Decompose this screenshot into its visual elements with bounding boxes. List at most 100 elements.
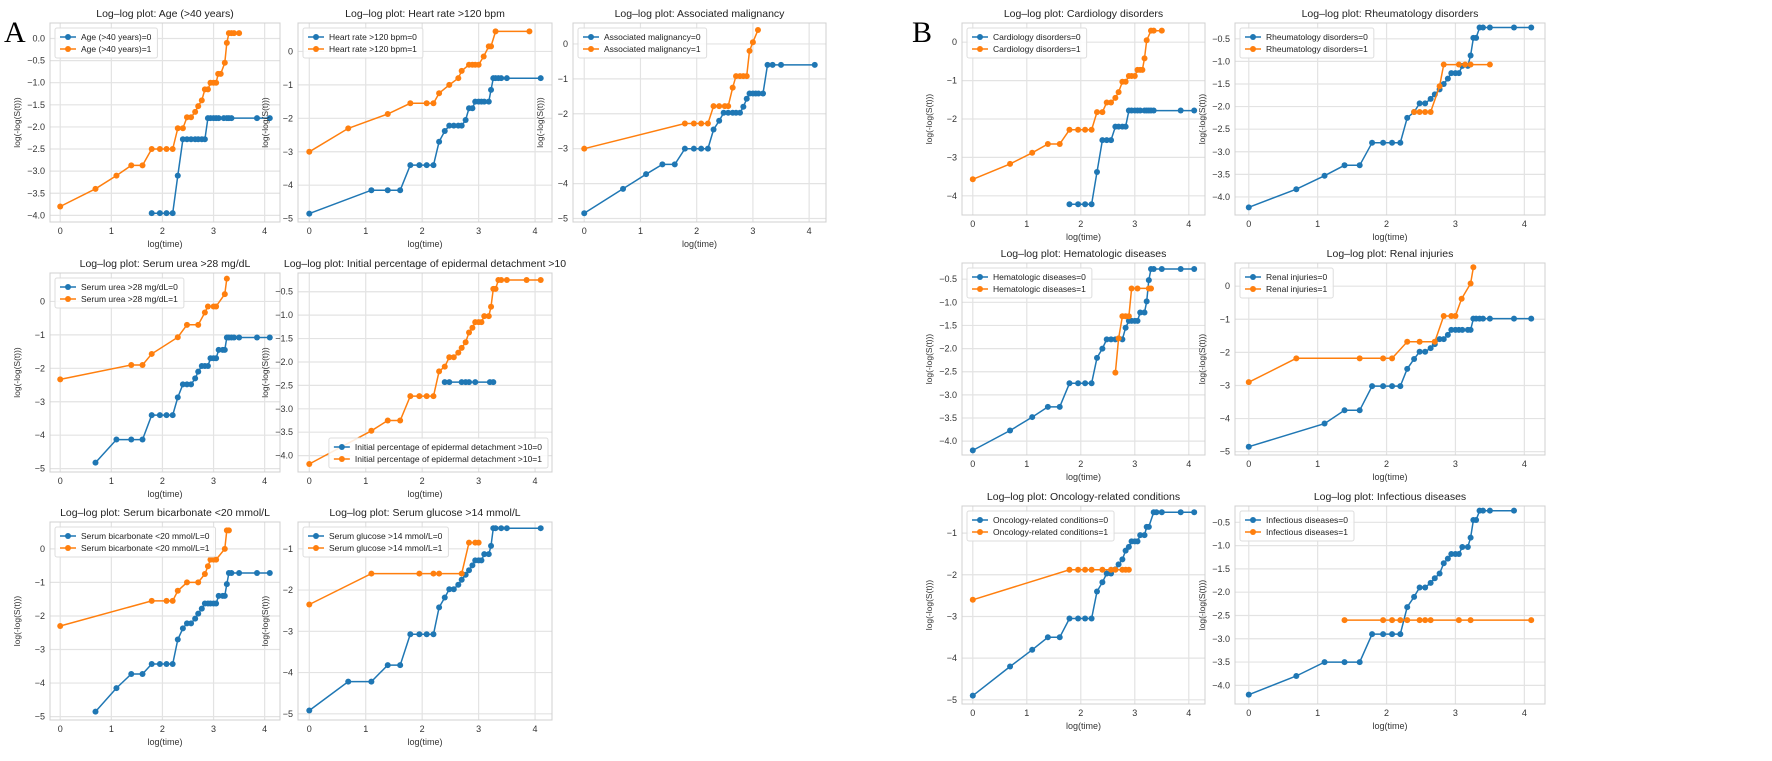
data-point-group1 [492,28,499,35]
series-line-group1 [1248,267,1475,383]
data-point-group0 [188,620,195,627]
axes-frame [49,521,281,721]
y-tick-label: −2.5 [27,144,45,154]
axes-frame [297,272,553,473]
data-point-group0 [1321,172,1328,179]
x-tick-label: 0 [970,219,975,229]
legend-box [328,437,549,469]
data-point-group0 [1094,168,1100,175]
x-tick-label: 4 [1522,219,1527,229]
data-point-group1 [537,277,544,284]
data-point-group1 [1245,379,1252,386]
data-point-group1 [384,417,391,424]
x-tick-label: 3 [1132,708,1137,718]
data-point-group1 [1108,99,1115,106]
x-tick-label: 1 [109,724,114,734]
data-point-group1 [128,162,135,169]
x-tick-label: 0 [307,476,312,486]
data-point-group0 [1431,575,1438,582]
subplot: 0 1 2 3 4 −4.0 −3.5 −3.0 −2.5 −2.0 −1.5 −1.0 −0.5 Log… [1197,8,1546,242]
subplot: 0 1 2 3 4 −4.0 −3.5 −3.0 −2.5 −2.0 −1.5 −1.0 −0.5 0.0… [12,8,281,249]
x-axis-label: log(time) [147,737,182,747]
series-line-group0 [309,77,541,215]
legend-entry: Hematologic diseases=0 [993,272,1086,282]
x-tick-label: 3 [211,724,216,734]
data-point-group0 [698,145,705,152]
data-point-group0 [236,570,243,577]
legend-box [966,510,1115,542]
subplot: 0 1 2 3 4 −5 −4 −3 −2 −1 0 Log–log plot: Renal inju… [1197,248,1546,482]
data-point-group1 [201,571,208,578]
data-point-group0 [1416,100,1423,107]
data-point-group0 [769,61,776,68]
x-tick-label: 3 [211,226,216,236]
legend: Cardiology disorders=0 Cardiology disorde… [966,27,1088,59]
data-point-group1 [204,563,211,570]
data-point-group1 [1380,355,1387,362]
data-point-group1 [716,103,723,110]
data-point-group0 [1397,139,1404,146]
data-point-group1 [1150,27,1157,34]
legend: Serum glucose >14 mmol/L=0 Serum glucose … [302,526,449,558]
legend-entry: Serum bicarbonate <20 mmol/L=1 [81,543,210,553]
data-point-group1 [156,146,163,153]
axes-frame [961,22,1206,216]
data-point-group0 [1448,550,1455,557]
data-point-group1 [1467,617,1474,624]
data-point-group0 [1141,532,1148,539]
data-point-group0 [1075,380,1082,387]
x-tick-label: 4 [1186,708,1191,718]
data-point-group0 [466,567,473,574]
x-tick-label: 4 [533,476,538,486]
data-point-group0 [1082,615,1089,622]
legend-marker-icon [65,284,71,290]
data-point-group0 [1099,579,1106,586]
y-tick-label: 0 [40,544,45,554]
data-point-group1 [113,172,120,179]
legend-entry: Serum bicarbonate <20 mmol/L=0 [81,531,210,541]
data-point-group0 [430,631,437,638]
data-point-group0 [969,692,976,699]
legend-box [1239,510,1355,542]
data-point-group0 [174,636,181,643]
data-point-group1 [213,79,220,86]
subplot: 0 1 2 3 4 −5 −4 −3 −2 −1 0 Log–log plot: Heart rate… [260,8,553,249]
legend-entry: Initial percentage of epidermal detachme… [355,454,542,464]
data-point-group1 [436,368,443,375]
data-point-group1 [195,103,202,110]
subplot-title: Log–log plot: Hematologic diseases [1001,248,1167,260]
axes-frame [1234,22,1546,216]
legend-marker-icon [65,545,71,551]
data-point-group0 [1486,24,1493,31]
data-point-group0 [481,551,488,558]
legend: Serum bicarbonate <20 mmol/L=0 Serum bica… [54,526,217,558]
y-tick-label: −1.0 [275,310,293,320]
data-point-group0 [969,447,976,454]
data-point-group0 [1416,584,1423,591]
data-point-group0 [1427,579,1434,586]
legend-entry: Oncology-related conditions=0 [993,515,1108,525]
y-tick-label: −0.5 [1212,34,1230,44]
data-point-group1 [345,125,352,132]
y-tick-label: −2 [1220,347,1230,357]
y-tick-label: −0.5 [27,56,45,66]
data-point-group0 [1145,277,1152,284]
data-point-group0 [1341,162,1348,169]
data-point-group0 [537,75,544,82]
data-point-group0 [139,436,146,443]
x-tick-label: 0 [307,226,312,236]
y-tick-label: −2 [283,113,293,123]
y-tick-label: −1.0 [27,78,45,88]
data-point-group0 [169,412,176,419]
y-tick-label: −3.0 [1212,634,1230,644]
data-point-group0 [488,86,495,93]
legend-entry: Hematologic diseases=1 [993,284,1086,294]
data-point-group0 [156,412,163,419]
x-tick-label: 4 [1522,459,1527,469]
data-point-group1 [1044,140,1051,147]
y-tick-label: −4 [35,678,45,688]
data-point-group1 [1389,355,1396,362]
y-tick-label: −2.0 [1212,102,1230,112]
data-point-group0 [174,172,181,179]
y-tick-label: −3 [1220,380,1230,390]
